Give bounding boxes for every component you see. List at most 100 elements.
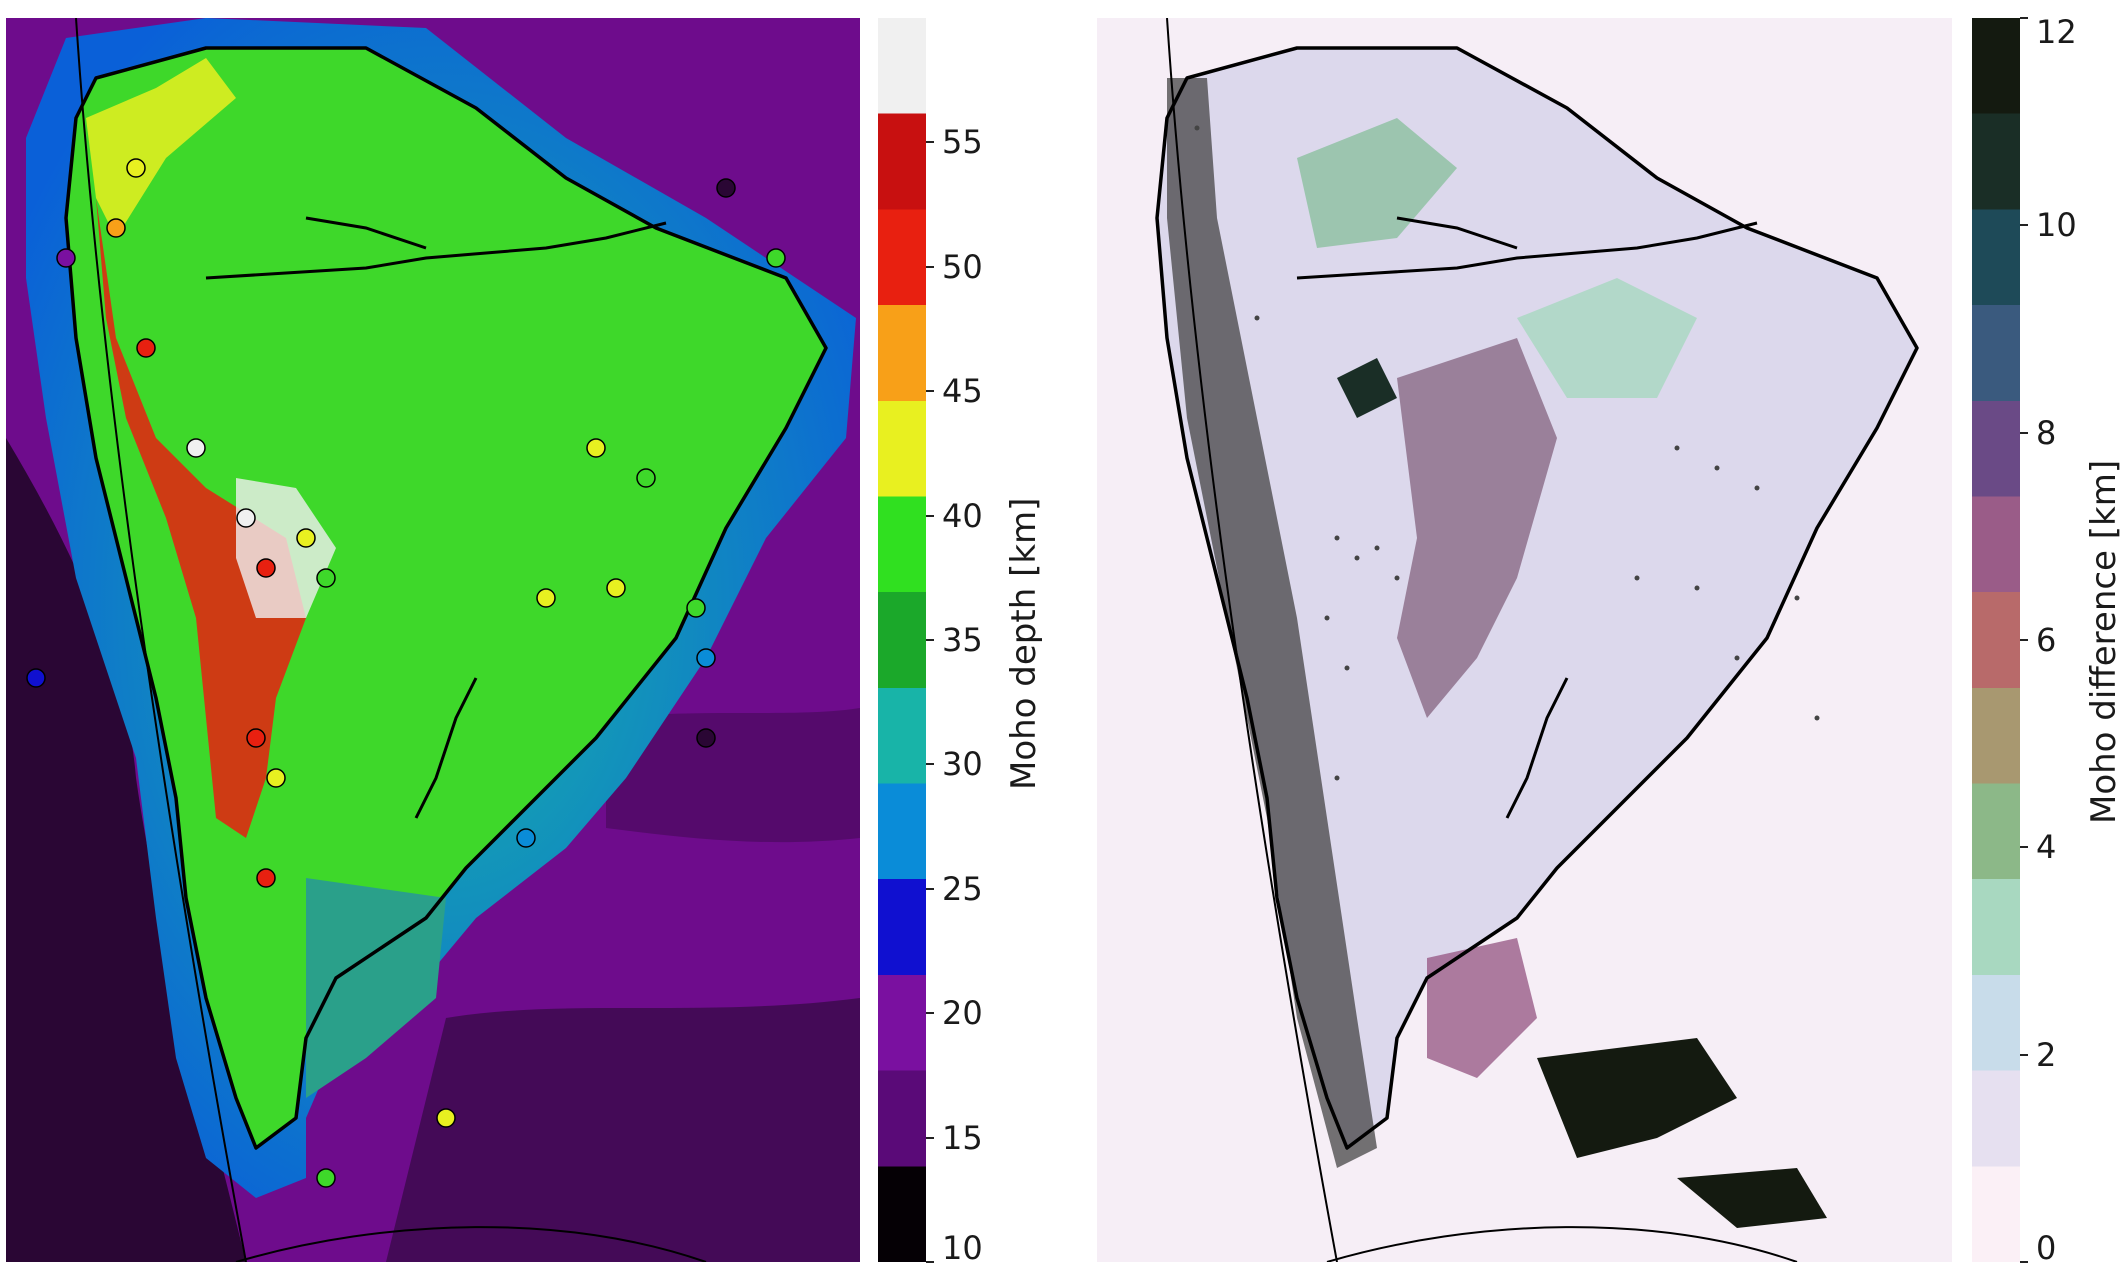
moho-difference-colorbar-label: Moho difference [km]	[2084, 459, 2124, 824]
continent-fill	[66, 48, 826, 1148]
colorbar-tick-label: 4	[2036, 828, 2057, 867]
colorbar-tick-mark	[2020, 17, 2028, 19]
colorbar-tick-label: 0	[2036, 1229, 2057, 1267]
andes-north	[86, 58, 236, 238]
station-dots	[1194, 125, 1820, 781]
colorbar-tick-mark	[926, 390, 934, 393]
station-marker	[106, 218, 126, 238]
colorbar-tick-mark	[926, 514, 934, 517]
difference-mid-region	[1517, 278, 1697, 398]
moho-difference-colorbar	[1972, 18, 2020, 1262]
difference-mid-region	[1297, 118, 1457, 248]
graticule-parallel	[235, 1226, 707, 1262]
colorbar-tick-label: 55	[942, 123, 983, 162]
amazon-river	[1296, 221, 1758, 280]
station-dot	[1694, 585, 1700, 591]
graticule-parallel	[1326, 1226, 1798, 1262]
station-dot	[1344, 665, 1350, 671]
station-marker	[636, 468, 656, 488]
station-marker	[686, 598, 706, 618]
station-marker	[516, 828, 536, 848]
south-dark-region	[606, 708, 860, 843]
colorbar-tick-mark	[926, 639, 934, 641]
difference-high-region	[1677, 1168, 1827, 1228]
colorbar-tick-mark	[2020, 1261, 2028, 1263]
amazon-river	[205, 221, 667, 280]
moho-depth-colorbar-label: Moho depth [km]	[1004, 497, 1044, 790]
difference-high-region	[1337, 358, 1397, 418]
difference-high-region	[1537, 1038, 1737, 1158]
colorbar-tick-mark	[2020, 224, 2028, 227]
station-dot	[1394, 575, 1400, 581]
southern-shelf	[306, 878, 446, 1098]
station-dot	[1714, 465, 1720, 471]
station-dot	[1334, 535, 1340, 541]
station-marker	[436, 1108, 456, 1128]
colorbar-tick-mark	[926, 1261, 934, 1263]
andes-plateau	[236, 478, 336, 618]
station-marker	[696, 648, 716, 668]
station-dot	[1374, 545, 1380, 551]
station-marker	[716, 178, 736, 198]
graticule-meridian	[1166, 18, 1338, 1262]
difference-low-region	[1157, 48, 1917, 1148]
station-dot	[1354, 555, 1360, 561]
station-marker	[296, 528, 316, 548]
colorbar-tick-mark	[2020, 846, 2028, 849]
station-dot	[1324, 615, 1330, 621]
colorbar-tick-mark	[926, 265, 934, 268]
atlantic-dark-region	[386, 998, 860, 1262]
colorbar-tick-mark	[926, 1012, 934, 1015]
colorbar-tick-label: 8	[2036, 413, 2057, 452]
moho-depth-map	[6, 18, 860, 1262]
station-dot	[1334, 775, 1340, 781]
station-marker	[536, 588, 556, 608]
colorbar-tick-label: 6	[2036, 621, 2057, 659]
graticule-meridian	[75, 18, 247, 1262]
colorbar-tick-label: 12	[2036, 13, 2077, 51]
colorbar-tick-label: 40	[942, 496, 983, 535]
difference-mid-region	[1427, 938, 1537, 1078]
station-markers	[26, 158, 786, 1188]
colorbar-tick-label: 10	[942, 1229, 983, 1267]
station-marker	[766, 248, 786, 268]
colorbar-tick-mark	[926, 887, 934, 890]
difference-mid-region	[1397, 338, 1557, 718]
colorbar-tick-label: 50	[942, 247, 983, 286]
colorbar-tick-label: 45	[942, 372, 983, 411]
colorbar-tick-mark	[926, 141, 934, 144]
colorbar-tick-mark	[2020, 431, 2028, 434]
colorbar-tick-label: 25	[942, 869, 983, 908]
station-dot	[1634, 575, 1640, 581]
northern-river	[305, 216, 427, 250]
parana-river	[1505, 677, 1569, 819]
northern-river	[1396, 216, 1518, 250]
station-dot	[1254, 315, 1260, 321]
coastline	[1155, 46, 1919, 1150]
moho-difference-map	[1097, 18, 1952, 1262]
station-marker	[136, 338, 156, 358]
station-marker	[126, 158, 146, 178]
station-marker	[236, 508, 256, 528]
colorbar-tick-mark	[926, 1136, 934, 1139]
station-marker	[316, 568, 336, 588]
station-marker	[186, 438, 206, 458]
station-dot	[1754, 485, 1760, 491]
colorbar-tick-label: 35	[942, 621, 983, 659]
station-dot	[1734, 655, 1740, 661]
station-dot	[1814, 715, 1820, 721]
colorbar-tick-mark	[2020, 639, 2028, 641]
colorbar-tick-mark	[2020, 1053, 2028, 1056]
difference-andes-band	[1167, 78, 1377, 1168]
coastline	[64, 46, 828, 1150]
station-marker	[696, 728, 716, 748]
colorbar-tick-label: 10	[2036, 206, 2077, 245]
station-marker	[256, 868, 276, 888]
station-marker	[56, 248, 76, 268]
colorbar-tick-label: 2	[2036, 1035, 2057, 1074]
station-dot	[1194, 125, 1200, 131]
colorbar-tick-label: 30	[942, 745, 983, 784]
station-marker	[606, 578, 626, 598]
parana-river	[414, 677, 478, 819]
station-marker	[256, 558, 276, 578]
